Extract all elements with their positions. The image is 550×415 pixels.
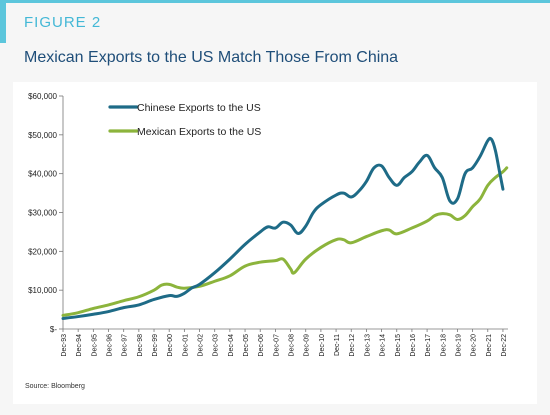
axes: [59, 95, 508, 332]
x-tick-label: Dec-08: [289, 334, 296, 357]
legend-mexico-label: Mexican Exports to the US: [137, 126, 261, 138]
series-line-mexico: [61, 166, 509, 317]
series-lines: [61, 136, 509, 321]
x-tick-label: Dec-21: [486, 334, 493, 357]
x-tick-label: Dec-93: [61, 334, 68, 357]
y-tick-label: $10,000: [28, 286, 57, 295]
y-tick-label: $60,000: [28, 92, 57, 101]
chart-panel: $- $10,000 $20,000 $30,000 $40,000 $50,000 $60…: [13, 82, 537, 404]
x-tick-label: Dec-94: [76, 334, 83, 357]
x-tick-label: Dec-12: [349, 334, 356, 357]
y-tick-label: $40,000: [28, 170, 57, 179]
x-tick-label: Dec-13: [364, 334, 371, 357]
accent-bar: [0, 0, 6, 43]
y-tick-labels: $- $10,000 $20,000 $30,000 $40,000 $50,000 $60…: [28, 92, 57, 334]
x-tick-label: Dec-00: [167, 334, 174, 357]
y-tick-label: $20,000: [28, 247, 57, 256]
chart-svg: $- $10,000 $20,000 $30,000 $40,000 $50,000 $60…: [28, 92, 509, 357]
figure-label: FIGURE 2: [24, 14, 102, 31]
x-tick-label: Dec-07: [273, 334, 280, 357]
x-tick-label: Dec-16: [410, 334, 417, 357]
x-tick-label: Dec-06: [258, 334, 265, 357]
x-tick-label: Dec-18: [440, 334, 447, 357]
x-tick-label: Dec-02: [198, 334, 205, 357]
x-tick-label: Dec-97: [122, 334, 129, 357]
x-tick-label: Dec-05: [243, 334, 250, 357]
x-tick-label: Dec-10: [319, 334, 326, 357]
x-tick-label: Dec-04: [228, 334, 235, 357]
x-tick-label: Dec-14: [380, 334, 387, 357]
legend-china-label: Chinese Exports to the US: [137, 102, 261, 114]
source-note: Source: Bloomberg: [25, 383, 85, 390]
x-tick-label: Dec-96: [107, 334, 114, 357]
x-tick-label: Dec-09: [304, 334, 311, 357]
x-tick-label: Dec-11: [334, 334, 341, 356]
x-tick-label: Dec-03: [213, 334, 220, 357]
series-line-china: [61, 136, 505, 321]
y-tick-label: $30,000: [28, 209, 57, 218]
x-tick-label: Dec-17: [425, 334, 432, 357]
x-tick-label: Dec-01: [182, 334, 189, 357]
x-tick-label: Dec-19: [455, 334, 462, 357]
y-tick-label: $50,000: [28, 131, 57, 140]
y-tick-label: $-: [50, 325, 57, 334]
x-tick-label: Dec-15: [395, 334, 402, 357]
x-tick-label: Dec-99: [152, 334, 159, 357]
x-tick-label: Dec-98: [137, 334, 144, 357]
figure-title: Mexican Exports to the US Match Those Fr…: [24, 49, 399, 66]
x-tick-label: Dec-20: [471, 334, 478, 357]
legend: Chinese Exports to the US Mexican Exports…: [108, 102, 261, 138]
top-accent-line: [0, 0, 550, 3]
x-tick-label: Dec-95: [91, 334, 98, 357]
x-tick-labels: Dec-93 Dec-94 Dec-95 Dec-96 Dec-97 Dec-98 Dec-…: [61, 334, 508, 357]
x-tick-label: Dec-22: [501, 334, 508, 357]
